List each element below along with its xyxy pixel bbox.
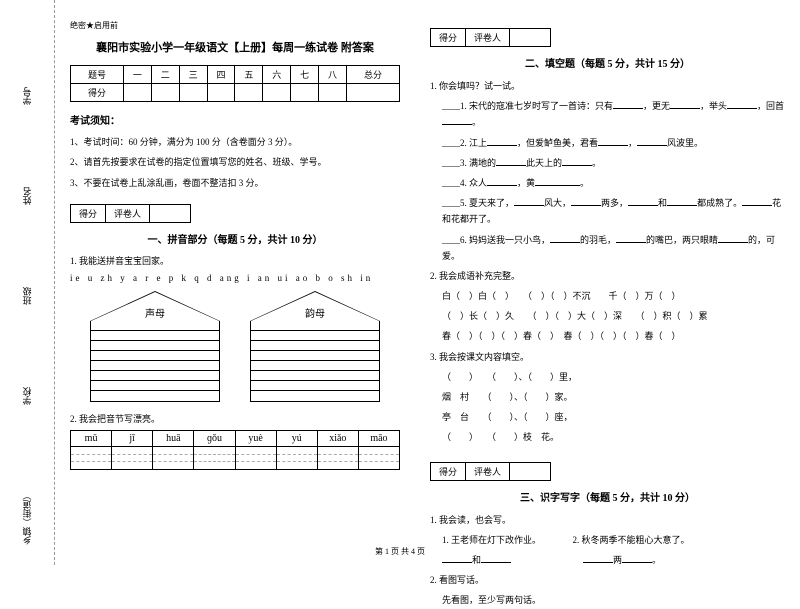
section1-scorebox: 得分 评卷人 <box>70 204 191 223</box>
py-0: mǔ <box>71 431 111 447</box>
td-score-label: 得分 <box>71 84 124 102</box>
secret-mark: 绝密★启用前 <box>70 20 400 31</box>
py-3: ɡǒu <box>194 431 234 447</box>
pinyin-grid: mǔ jī huā ɡǒu yuè yú xiǎo māo <box>70 430 400 470</box>
left-column: 绝密★启用前 襄阳市实验小学一年级语文【上册】每周一练试卷 附答案 题号 一 二… <box>55 0 415 565</box>
s3-q2-title: 2. 看图写话。 <box>430 572 785 588</box>
py-4: yuè <box>236 431 276 447</box>
right-column: 得分 评卷人 二、填空题（每题 5 分，共计 15 分） 1. 你会填吗？试一试… <box>415 0 800 565</box>
notice-3: 3、不要在试卷上乱涂乱画，卷面不整洁扣 3 分。 <box>70 176 400 190</box>
s2-q3-l2: 烟 村 （ ）、（ ）家。 <box>430 389 785 405</box>
notice-1: 1、考试时间：60 分钟，满分为 100 分（含卷面分 3 分）。 <box>70 135 400 149</box>
s2-q2-l3: 春（ ）（ ）（ ）春（ ） 春（ ）（ ）（ ）春（ ） <box>430 328 785 344</box>
main-title: 襄阳市实验小学一年级语文【上册】每周一练试卷 附答案 <box>70 39 400 55</box>
s2-q1-l3: ____3. 满地的此天上的。 <box>430 155 785 171</box>
py-5: yú <box>277 431 317 447</box>
scorebox-score: 得分 <box>71 205 106 222</box>
sidebar-class: 班级 <box>21 287 34 305</box>
s2-q1-l2: ____2. 江上，但爱鲈鱼美，君看，风波里。 <box>430 135 785 151</box>
s2-q1-l5: ____5. 夏天来了，风大，两多，和都成熟了。花和花都开了。 <box>430 195 785 227</box>
s2-q1-l6: ____6. 妈妈送我一只小鸟，的羽毛，的嘴巴，两只眼睛的，可爱。 <box>430 232 785 264</box>
s3-q2-text: 先看图，至少写两句话。 <box>430 592 785 608</box>
s2-q3-l1: （ ） （ ）、（ ）里， <box>430 369 785 385</box>
score-table: 题号 一 二 三 四 五 六 七 八 总分 得分 <box>70 65 400 102</box>
s1-q2: 2. 我会把音节写漂亮。 <box>70 412 400 426</box>
th-6: 六 <box>263 66 291 84</box>
notice-2: 2、请首先按要求在试卷的指定位置填写您的姓名、班级、学号。 <box>70 155 400 169</box>
house-yunmu: 韵母 <box>250 291 380 402</box>
binding-sidebar: 乡镇（街道） 学校 班级 姓名 学号 <box>0 0 55 565</box>
house2-label: 韵母 <box>250 305 380 320</box>
page-footer: 第 1 页 共 4 页 <box>0 546 800 557</box>
section2-scorebox: 得分 评卷人 <box>430 28 551 47</box>
py-6: xiǎo <box>318 431 358 447</box>
th-total: 总分 <box>346 66 399 84</box>
section3-scorebox: 得分 评卷人 <box>430 462 551 481</box>
s2-q1-l1: ____1. 宋代的寇准七岁时写了一首诗：只有，更无，举头，回首。 <box>430 98 785 130</box>
th-2: 二 <box>151 66 179 84</box>
th-3: 三 <box>179 66 207 84</box>
s2-q3-l4: （ ） （ ）枝 花。 <box>430 429 785 445</box>
s2-q3-l3: 亭 台 （ ）、（ ）座， <box>430 409 785 425</box>
s2-q2-l2: （ ）长（ ）久 （ ）（ ）大（ ）深 （ ）积（ ）累 <box>430 308 785 324</box>
py-7: māo <box>359 431 399 447</box>
th-8: 八 <box>319 66 347 84</box>
section3-title: 三、识字写字（每题 5 分，共计 10 分） <box>430 489 785 504</box>
sidebar-name: 姓名 <box>21 187 34 205</box>
houses-container: 声母 韵母 <box>70 291 400 402</box>
notice-title: 考试须知： <box>70 112 400 127</box>
s2-q1-l4: ____4. 众人，黄。 <box>430 175 785 191</box>
th-7: 七 <box>291 66 319 84</box>
sidebar-id: 学号 <box>21 87 34 105</box>
py-2: huā <box>153 431 193 447</box>
s1-q1: 1. 我能送拼音宝宝回家。 <box>70 254 400 268</box>
section2-title: 二、填空题（每题 5 分，共计 15 分） <box>430 55 785 70</box>
s2-q3-title: 3. 我会按课文内容填空。 <box>430 349 785 365</box>
th-label: 题号 <box>71 66 124 84</box>
s3-q1-title: 1. 我会读，也会写。 <box>430 512 785 528</box>
s2-q2-title: 2. 我会成语补充完整。 <box>430 268 785 284</box>
th-4: 四 <box>207 66 235 84</box>
house-shengmu: 声母 <box>90 291 220 402</box>
sidebar-township: 乡镇（街道） <box>21 491 34 545</box>
th-1: 一 <box>123 66 151 84</box>
s2-q2-l1: 白（ ）白（ ） （ ）（ ）不沉 千（ ）万（ ） <box>430 288 785 304</box>
scorebox-grader: 评卷人 <box>106 205 150 222</box>
sidebar-school: 学校 <box>21 387 34 405</box>
house1-label: 声母 <box>90 305 220 320</box>
section1-title: 一、拼音部分（每题 5 分，共计 10 分） <box>70 231 400 246</box>
s2-q1-title: 1. 你会填吗？试一试。 <box>430 78 785 94</box>
s1-letters: ie u zh y a r e p k q d ang i an ui ao b… <box>70 273 400 283</box>
th-5: 五 <box>235 66 263 84</box>
py-1: jī <box>112 431 152 447</box>
